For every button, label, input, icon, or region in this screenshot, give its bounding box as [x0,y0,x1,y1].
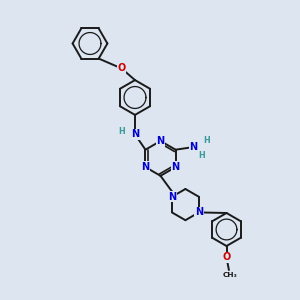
Text: H: H [198,151,205,160]
Text: N: N [131,129,139,140]
Text: O: O [222,252,231,262]
Text: CH₃: CH₃ [223,272,238,278]
Text: N: N [141,162,149,172]
Text: N: N [168,192,176,202]
Text: N: N [156,136,165,146]
Text: N: N [190,142,198,152]
Text: N: N [172,162,180,172]
Text: N: N [195,207,203,218]
Text: H: H [118,127,125,136]
Text: H: H [203,136,210,145]
Text: O: O [117,63,126,74]
